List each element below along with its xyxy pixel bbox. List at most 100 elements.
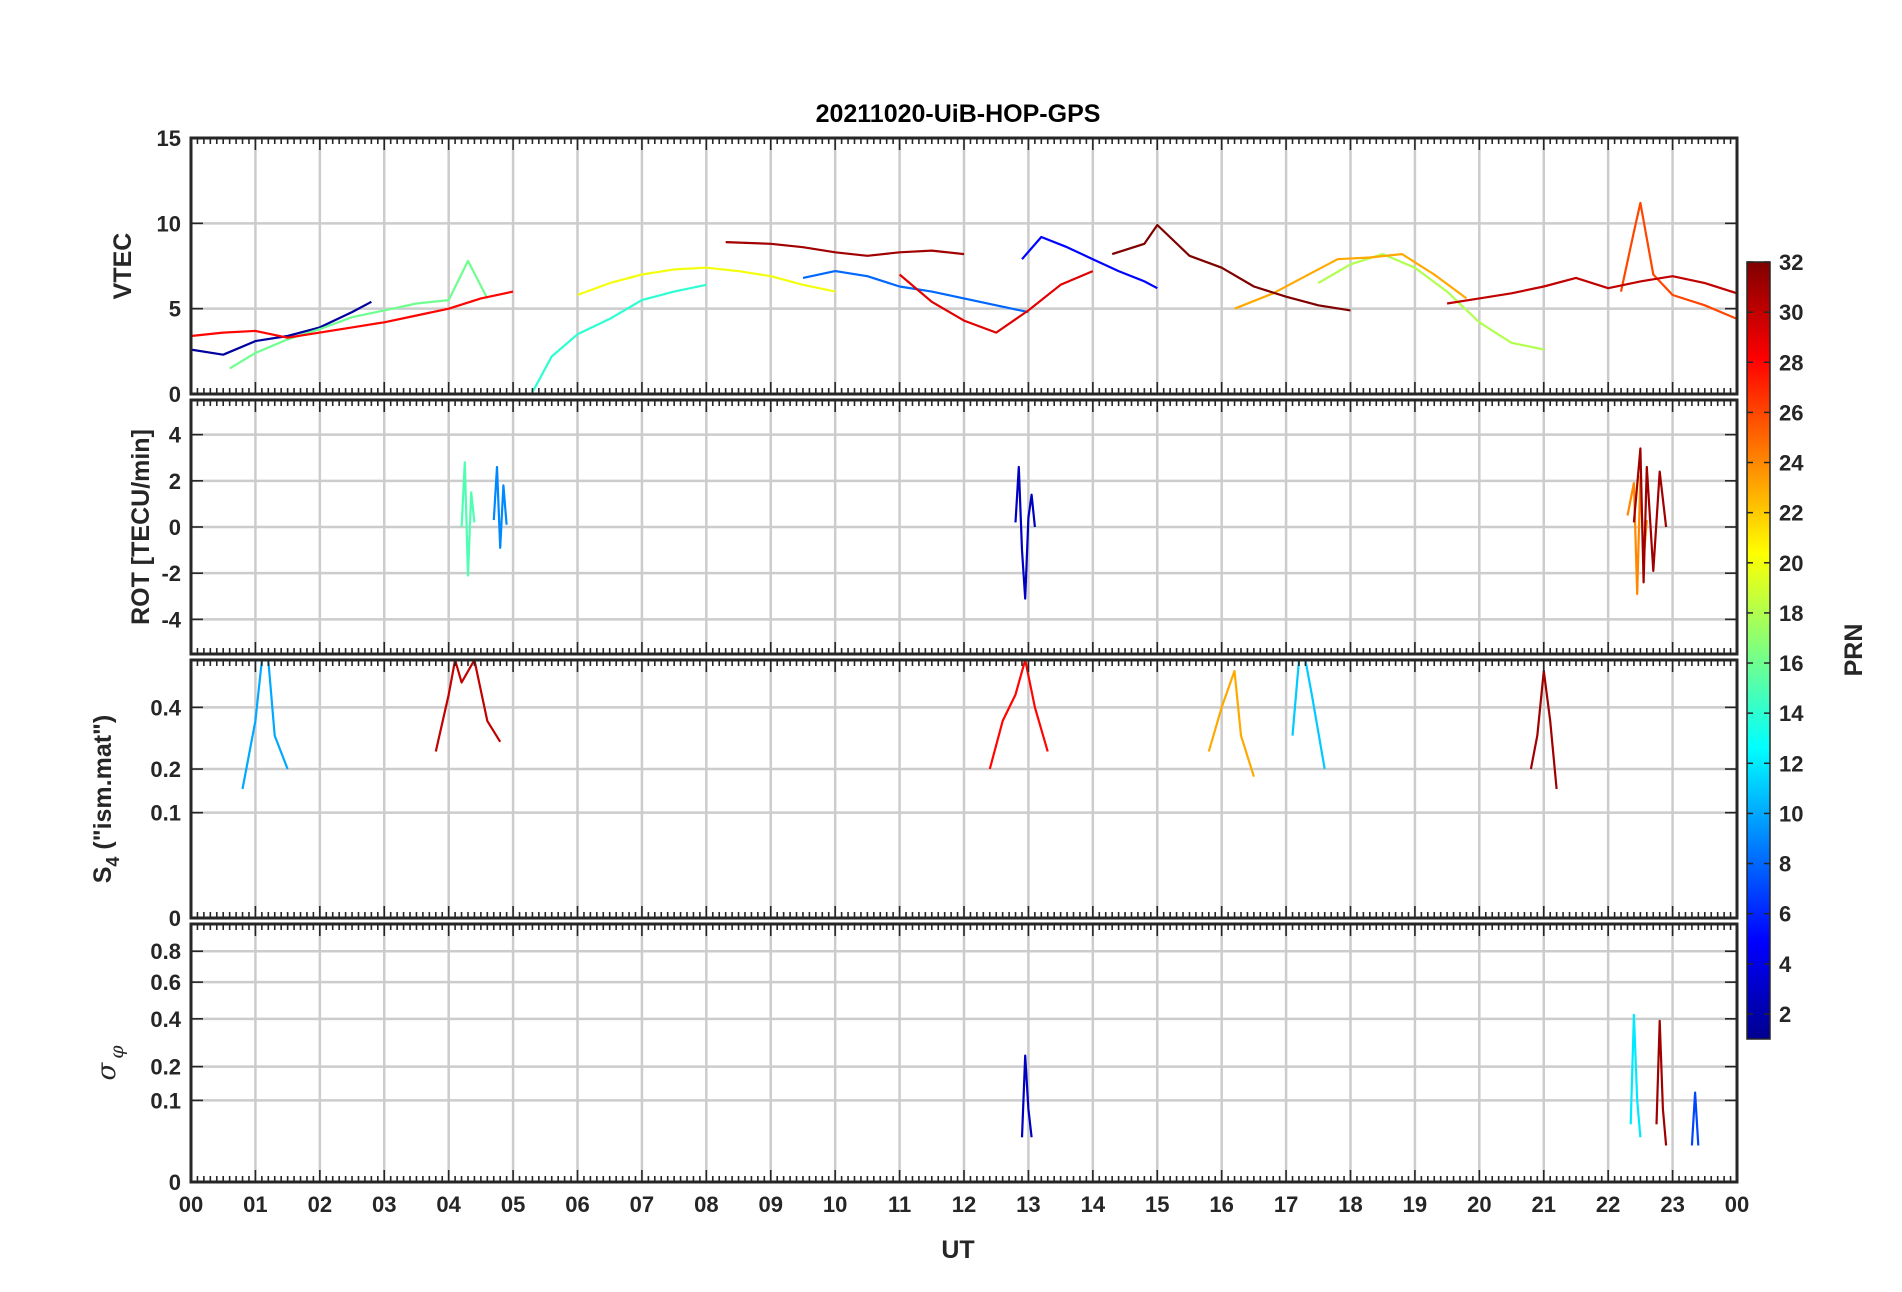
x-axis: 00 01 02 03 04 05 06 07 08 09 10 11 12 13 14 15 16 17 18 19… [179, 1192, 1749, 1217]
colorbar-tick-label: 30 [1779, 300, 1803, 325]
colorbar-tick-label: 12 [1779, 751, 1803, 776]
x-tick-label: 16 [1209, 1192, 1233, 1217]
y-tick-label: 0.4 [150, 695, 181, 720]
x-tick-label: 17 [1274, 1192, 1298, 1217]
series-line-prn-10 [241, 660, 289, 790]
x-tick-label: 12 [952, 1192, 976, 1217]
y-tick-label: 2 [169, 469, 181, 494]
series-line-prn-26 [1619, 201, 1737, 320]
y-tick-label: 0.6 [150, 970, 181, 995]
panel-ticks: 0 5 10 15 [157, 126, 1737, 407]
y-axis-label: VTEC [109, 233, 137, 300]
series-line-prn-15 [460, 461, 476, 577]
x-tick-label: 18 [1338, 1192, 1362, 1217]
colorbar-tick-label: 4 [1779, 952, 1792, 977]
x-tick-label: 10 [823, 1192, 847, 1217]
series-line-prn-16 [229, 259, 489, 370]
series-line-prn-23 [1207, 669, 1255, 778]
y-tick-label: -2 [161, 561, 181, 586]
colorbar-tick-label: 28 [1779, 350, 1803, 375]
series-line-prn-30 [1446, 275, 1737, 305]
x-tick-label: 19 [1403, 1192, 1427, 1217]
x-tick-label: 22 [1596, 1192, 1620, 1217]
y-tick-label: 0.8 [150, 939, 181, 964]
series-line-prn-12 [1629, 1013, 1642, 1138]
colorbar-tick-label: 16 [1779, 651, 1803, 676]
colorbar-tick-label: 2 [1779, 1002, 1791, 1027]
series-line-prn-32 [1111, 223, 1351, 312]
y-axis-label-main: S [89, 867, 117, 884]
x-tick-label: 11 [888, 1192, 911, 1217]
y-tick-label: 0 [169, 515, 181, 540]
colorbar-tick-label: 10 [1779, 801, 1803, 826]
x-tick-label: 14 [1081, 1192, 1106, 1217]
y-tick-label: 0.2 [150, 1055, 181, 1080]
y-tick-label: 0.1 [150, 1088, 181, 1113]
series-line-prn-31 [725, 241, 965, 257]
series-line-prn-29 [898, 270, 1094, 334]
y-tick-label: 15 [157, 126, 181, 151]
y-axis-label-main: σ [92, 1062, 122, 1081]
y-tick-label: 5 [169, 297, 181, 322]
panel-3: 0 0.1 0.2 0.4 S4 ("ism.mat") [89, 658, 1739, 931]
series-group [191, 201, 1737, 393]
series-line-prn-5 [1021, 235, 1158, 290]
y-axis-label-sub: φ [106, 1045, 128, 1059]
x-tick-label: 06 [565, 1192, 589, 1217]
series-line-prn-14 [531, 283, 707, 393]
colorbar-tick-label: 6 [1779, 902, 1791, 927]
colorbar-tick-label: 20 [1779, 551, 1803, 576]
x-tick-label: 01 [243, 1192, 267, 1217]
y-tick-label: 0 [169, 1170, 181, 1195]
series-line-prn-11 [1291, 660, 1326, 770]
series-line-prn-31 [1632, 447, 1668, 584]
x-tick-label: 09 [759, 1192, 783, 1217]
chart-title: 20211020-UiB-HOP-GPS [816, 100, 1101, 128]
colorbar-label: PRN [1840, 624, 1868, 677]
y-tick-label: 4 [169, 423, 182, 448]
panels-group: 0 5 10 15 VTEC -4 -2 0 2 4 ROT [TECU/min] 0 0.1 0.2 0.… [89, 126, 1739, 1195]
y-axis-label: ROT [TECU/min] [127, 429, 155, 625]
y-axis-label: σφ [92, 1045, 128, 1081]
x-tick-label: 03 [372, 1192, 396, 1217]
series-line-prn-7 [1690, 1091, 1700, 1146]
x-tick-label: 05 [501, 1192, 525, 1217]
panel-ticks: 0 0.1 0.2 0.4 [150, 660, 1737, 931]
y-axis-label: S4 ("ism.mat") [89, 715, 123, 884]
panel-4: 0 0.1 0.2 0.4 0.6 0.8 σφ [92, 922, 1739, 1195]
colorbar-tick-label: 14 [1779, 701, 1804, 726]
series-group [1020, 1013, 1700, 1146]
series-line-prn-20 [577, 266, 836, 297]
colorbar-tick-label: 8 [1779, 852, 1791, 877]
x-tick-label: 23 [1660, 1192, 1684, 1217]
series-line-prn-3 [1014, 465, 1036, 600]
y-tick-label: 0.4 [150, 1007, 181, 1032]
y-tick-label: 0.1 [150, 801, 181, 826]
y-tick-label: 0 [169, 906, 181, 931]
x-tick-label: 00 [179, 1192, 203, 1217]
x-tick-label: 13 [1016, 1192, 1040, 1217]
colorbar-gradient [1746, 261, 1771, 1040]
x-tick-label: 21 [1532, 1192, 1556, 1217]
series-line-prn-3 [1020, 1054, 1033, 1138]
series-line-prn-2 [191, 300, 372, 356]
series-line-prn-28 [191, 290, 514, 339]
x-tick-label: 20 [1467, 1192, 1491, 1217]
y-tick-label: -4 [161, 607, 181, 632]
x-tick-label: 08 [694, 1192, 718, 1217]
y-tick-label: 0.2 [150, 757, 181, 782]
series-line-prn-31 [1655, 1019, 1668, 1146]
panel-ticks: -4 -2 0 2 4 [161, 400, 1737, 654]
series-group [460, 447, 1668, 600]
series-line-prn-28 [988, 660, 1049, 770]
x-tick-label: 07 [630, 1192, 654, 1217]
colorbar-tick-label: 26 [1779, 400, 1803, 425]
panel-2: -4 -2 0 2 4 ROT [TECU/min] [127, 398, 1739, 656]
x-tick-label: 04 [436, 1192, 461, 1217]
x-tick-label: 15 [1145, 1192, 1169, 1217]
x-tick-label: 02 [308, 1192, 332, 1217]
colorbar-tick-label: 18 [1779, 601, 1803, 626]
colorbar-tick-label: 32 [1779, 250, 1803, 275]
